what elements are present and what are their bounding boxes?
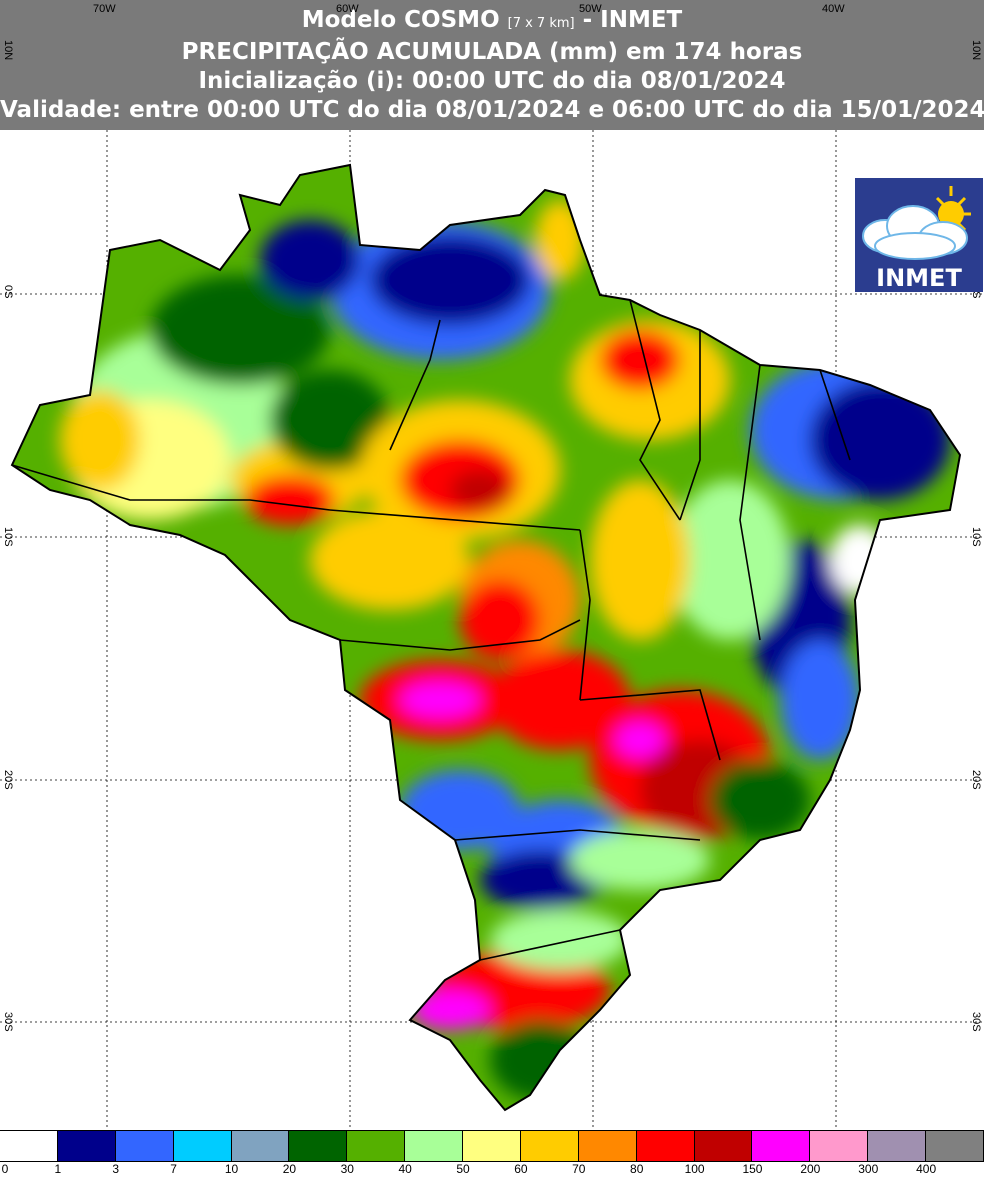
lat-label-left: 10S: [2, 527, 14, 547]
legend-label: 40: [398, 1162, 412, 1176]
legend-swatch: [926, 1131, 984, 1161]
lat-label-left: 30S: [2, 1012, 14, 1032]
legend-label: 10: [224, 1162, 239, 1176]
legend-label: 300: [858, 1162, 879, 1176]
legend-swatch: [694, 1131, 753, 1161]
model-title: Modelo COSMO [7 x 7 km] - INMET: [301, 7, 683, 33]
legend-label: 3: [112, 1162, 120, 1176]
lat-label-right: 20S: [970, 770, 982, 790]
inmet-logo: INMET: [855, 178, 983, 292]
lat-label-right: 10N: [970, 40, 982, 61]
legend-label: 20: [282, 1162, 297, 1176]
legend-label: 1: [54, 1162, 62, 1176]
state-borders: [11, 299, 851, 961]
validity-text: Validade: entre 00:00 UTC do dia 08/01/2…: [0, 97, 984, 123]
legend-swatch: [0, 1131, 58, 1161]
legend-label: 0: [1, 1162, 9, 1176]
legend-label: 200: [800, 1162, 821, 1176]
legend-swatch: [810, 1131, 869, 1161]
logo-text: INMET: [876, 264, 962, 292]
legend-swatch: [115, 1131, 174, 1161]
legend-swatch: [173, 1131, 232, 1161]
legend-swatch: [636, 1131, 695, 1161]
lon-label: 60W: [336, 3, 359, 15]
legend-swatch: [405, 1131, 463, 1161]
brazil-outline: [10, 163, 962, 1112]
legend-label: 70: [572, 1162, 586, 1176]
legend-swatch: [520, 1131, 579, 1161]
legend-label: 60: [514, 1162, 528, 1176]
lat-label-left: 0S: [2, 285, 14, 299]
initialization-text: Inicialização (i): 00:00 UTC do dia 08/0…: [198, 68, 786, 94]
product-title: PRECIPITAÇÃO ACUMULADA (mm) em 174 horas: [181, 39, 803, 65]
legend-swatch: [868, 1131, 926, 1161]
legend-swatch: [347, 1131, 406, 1161]
lon-label: 50W: [579, 3, 602, 15]
legend-swatch: [231, 1131, 290, 1161]
legend-swatch: [57, 1131, 116, 1161]
cloud-sun-icon: [862, 186, 971, 260]
precipitation-map: [0, 130, 984, 1128]
legend-label: 80: [630, 1162, 644, 1176]
lat-label-right: 10S: [970, 527, 982, 547]
legend-swatch: [578, 1131, 637, 1161]
legend-swatch: [752, 1131, 811, 1161]
legend-label: 400: [916, 1162, 937, 1176]
legend-color-bar: [0, 1130, 984, 1162]
precipitation-field: [12, 165, 960, 1110]
lat-label-left: 20S: [2, 770, 14, 790]
legend-label: 100: [684, 1162, 705, 1176]
lon-label: 70W: [93, 3, 116, 15]
lon-label: 40W: [822, 3, 845, 15]
lat-label-right: 30S: [970, 1012, 982, 1032]
legend-label: 7: [170, 1162, 177, 1176]
color-legend: 0 1 3 7 10 20 30 40 50 60 70 80 100 150 200 300 400: [0, 1128, 984, 1178]
legend-label: 30: [340, 1162, 354, 1176]
legend-label: 150: [742, 1162, 763, 1176]
legend-swatch: [289, 1131, 348, 1161]
lat-label-left: 10N: [2, 40, 14, 61]
legend-label: 50: [456, 1162, 470, 1176]
model-resolution: [7 x 7 km]: [507, 16, 575, 31]
legend-swatch: [463, 1131, 521, 1161]
map-header: Modelo COSMO [7 x 7 km] - INMET PRECIPIT…: [0, 0, 984, 130]
